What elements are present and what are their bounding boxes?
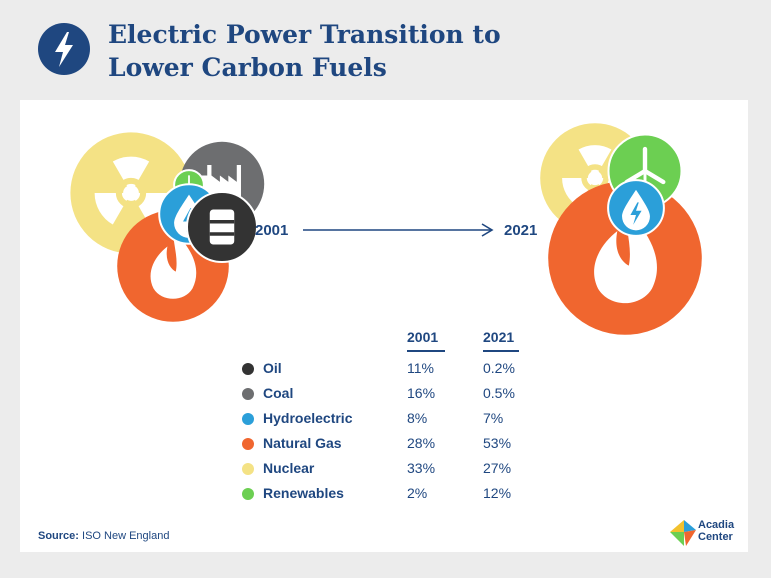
period-label-2021: 2021 [504,222,537,239]
brand-line-2: Center [698,531,733,543]
header: Electric Power Transition to Lower Carbo… [0,0,771,100]
source-label: Source: [38,530,79,542]
natural-gas-symbol-icon [150,229,197,299]
page-title: Electric Power Transition to Lower Carbo… [108,18,628,84]
source-text: ISO New England [82,530,170,542]
oil-symbol-icon [209,209,235,245]
lightning-bolt-icon [38,23,90,75]
title-line-1: Electric Power Transition to [108,20,501,49]
source-note: Source: ISO New England [38,530,169,542]
hydroelectric-symbol-icon [622,189,650,231]
acadia-center-logo-icon [670,520,696,546]
bubble-cluster-2021 [540,123,702,335]
brand-name: Acadia Center [698,519,734,543]
bubble-natural-gas-2021 [548,181,702,335]
brand-line-1: Acadia [698,519,735,531]
period-label-2001: 2001 [255,222,288,239]
bubble-cluster-2001 [70,132,265,322]
title-line-2: Lower Carbon Fuels [108,53,387,82]
coal-symbol-icon [200,165,241,201]
